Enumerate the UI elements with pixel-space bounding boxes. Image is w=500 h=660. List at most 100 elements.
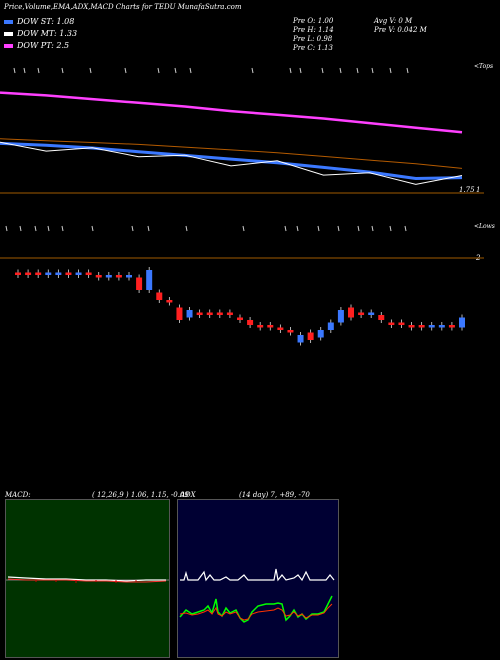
level-label-175: 1.75 — [459, 186, 475, 194]
candle-body — [317, 330, 324, 338]
top-tick — [356, 67, 359, 74]
candle-body — [459, 317, 465, 328]
low-tick — [47, 225, 50, 232]
low-tick — [317, 225, 320, 232]
candle-body — [196, 312, 203, 315]
macd-params: ( 12,26,9 ) 1.06, 1.15, -0.09 — [92, 491, 189, 499]
stat-avg-volume: Avg V: 0 M — [374, 17, 413, 25]
top-tick — [89, 67, 92, 74]
candle-body — [35, 272, 42, 275]
candle-body — [216, 312, 223, 315]
candle-body — [257, 325, 264, 328]
top-tick — [321, 67, 324, 74]
candle-body — [247, 320, 254, 325]
stat-pre-volume: Pre V: 0.042 M — [374, 26, 427, 34]
low-tick — [404, 225, 407, 232]
candle-body — [226, 312, 233, 315]
dow-mt: DOW MT: 1.33 — [4, 29, 77, 38]
low-tick — [242, 225, 245, 232]
adx-params: (14 day) 7, +89, -70 — [239, 491, 310, 499]
macd-line — [7, 576, 166, 582]
level-label-1: 1 — [476, 186, 481, 194]
candle-body — [287, 330, 294, 333]
candle-body — [388, 322, 395, 325]
low-tick — [147, 225, 150, 232]
adx-panel — [177, 499, 339, 658]
low-tick — [131, 225, 134, 232]
low-tick — [389, 225, 392, 232]
low-tick — [185, 225, 188, 232]
candle-body — [136, 277, 143, 290]
candle-body — [358, 312, 365, 315]
chart-title: Price,Volume,EMA,ADX,MACD Charts for TED… — [4, 3, 242, 11]
candle-body — [277, 327, 284, 330]
macd-panel — [5, 499, 170, 658]
candle-body — [95, 275, 102, 278]
macd-signal-line — [7, 578, 167, 583]
low-tick — [19, 225, 22, 232]
candle-body — [206, 312, 213, 315]
stat-pre-open: Pre O: 1.00 — [293, 17, 334, 25]
candle-body — [186, 310, 193, 318]
low-tick — [5, 225, 8, 232]
candle-body — [448, 325, 455, 328]
low-tick — [371, 225, 374, 232]
top-tick — [23, 67, 26, 74]
candle-body — [428, 325, 435, 328]
candle-body — [15, 272, 21, 275]
candle-body — [55, 272, 62, 275]
ema-line — [0, 138, 463, 169]
top-tick — [61, 67, 64, 74]
dow-pt-label: DOW PT: 2.5 — [17, 41, 70, 50]
top-tick — [13, 67, 16, 74]
candle-body — [267, 325, 274, 328]
candle-body — [85, 272, 92, 275]
top-tick — [406, 67, 409, 74]
candle-body — [166, 300, 173, 303]
dow-st-label: DOW ST: 1.08 — [17, 17, 75, 26]
top-tick — [289, 67, 292, 74]
lows-label: <Lows — [474, 223, 495, 230]
candle-body — [105, 275, 112, 278]
price-chart — [0, 67, 484, 346]
candle-body — [146, 270, 153, 290]
low-tick — [357, 225, 360, 232]
macd-svg — [6, 576, 169, 583]
dow-mt-label: DOW MT: 1.33 — [17, 29, 78, 38]
candle-body — [368, 312, 375, 315]
stat-pre-close: Pre C: 1.13 — [293, 44, 333, 52]
candle-body — [176, 307, 183, 320]
adx-svg — [179, 568, 335, 623]
adx-line — [180, 568, 335, 582]
adx-minus-di-line — [179, 603, 333, 621]
dow-mt-swatch — [4, 32, 13, 36]
adx-label: ADX — [180, 491, 196, 499]
low-tick — [296, 225, 299, 232]
dow-pt-swatch — [4, 44, 13, 48]
candles — [15, 267, 465, 346]
top-tick — [189, 67, 192, 74]
top-tick — [389, 67, 392, 74]
candle-body — [327, 322, 334, 330]
candle-body — [25, 272, 32, 275]
candle-body — [418, 325, 425, 328]
macd-histogram — [35, 580, 137, 583]
candle-body — [126, 275, 132, 278]
top-tick — [174, 67, 177, 74]
dow-st: DOW ST: 1.08 — [4, 17, 74, 26]
candle-body — [307, 332, 314, 340]
low-tick — [61, 225, 64, 232]
candle-body — [378, 315, 385, 320]
ema-lines — [0, 91, 463, 185]
ema-line — [0, 91, 463, 134]
candle-body — [348, 307, 354, 318]
candle-body — [65, 272, 72, 275]
macd-label: MACD: — [5, 491, 31, 499]
candle-body — [297, 335, 304, 343]
candle-body — [156, 292, 163, 300]
top-tick — [371, 67, 374, 74]
top-tick — [157, 67, 160, 74]
ema-line — [0, 141, 463, 185]
top-tick — [37, 67, 40, 74]
tops-label: <Tops — [474, 63, 494, 70]
